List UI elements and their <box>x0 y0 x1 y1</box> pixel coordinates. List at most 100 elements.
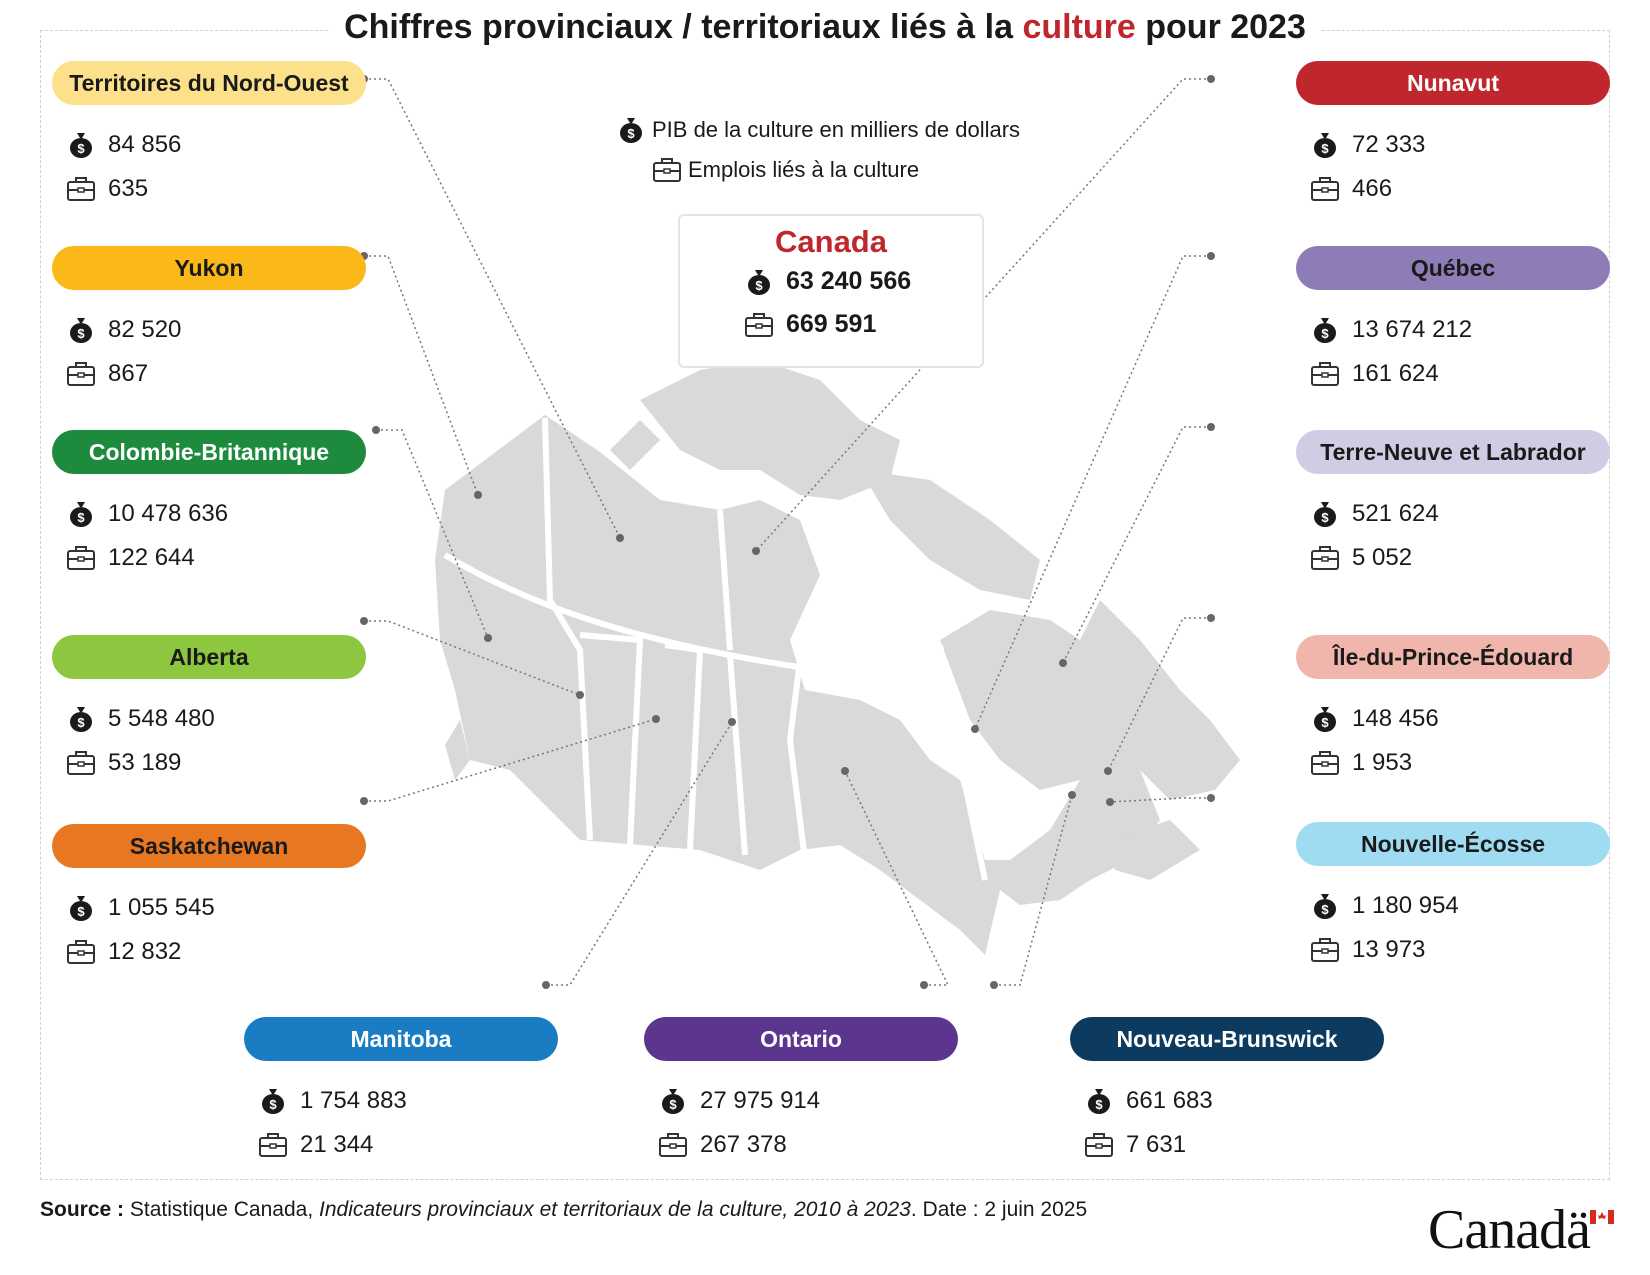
svg-text:$: $ <box>77 326 85 341</box>
leader-dot <box>990 981 998 989</box>
region-card-manitoba: Manitoba $1 754 883 21 344 <box>244 1017 558 1167</box>
legend-gdp: $ PIB de la culture en milliers de dolla… <box>600 112 1020 152</box>
region-jobs-value: 466 <box>1352 175 1393 202</box>
region-jobs-row: 122 644 <box>66 536 366 580</box>
leader-dot <box>728 718 736 726</box>
leader-dot <box>1207 614 1215 622</box>
briefcase-icon <box>1311 751 1339 775</box>
province-borders <box>443 417 988 881</box>
region-jobs-value: 867 <box>108 360 149 387</box>
leader-line <box>364 78 621 539</box>
source-date: . Date : 2 juin 2025 <box>910 1198 1088 1221</box>
region-jobs-value: 635 <box>108 175 149 202</box>
money-bag-icon: $ <box>662 1089 684 1114</box>
region-label: Nouvelle-Écosse <box>1296 822 1610 866</box>
region-card-colombie-britannique: Colombie-Britannique $10 478 636 122 644 <box>52 430 366 580</box>
region-gdp-row: $1 754 883 <box>258 1079 558 1123</box>
region-label: Saskatchewan <box>52 824 366 868</box>
region-gdp-value: 661 683 <box>1126 1087 1213 1114</box>
briefcase-icon <box>67 177 95 201</box>
money-bag-icon: $ <box>1088 1089 1110 1114</box>
leader-dot <box>1059 659 1067 667</box>
region-label: Alberta <box>52 635 366 679</box>
briefcase-icon <box>653 158 681 182</box>
page-title: Chiffres provinciaux / territoriaux liés… <box>0 8 1650 47</box>
briefcase-icon <box>259 1133 287 1157</box>
svg-text:$: $ <box>77 141 85 156</box>
svg-text:$: $ <box>1321 715 1329 730</box>
region-label: Nouveau-Brunswick <box>1070 1017 1384 1061</box>
legend-jobs-label: Emplois liés à la culture <box>688 157 920 182</box>
region-gdp-value: 84 856 <box>108 131 182 158</box>
leader-dot <box>652 715 660 723</box>
region-gdp-value: 1 180 954 <box>1352 892 1459 919</box>
money-bag-icon: $ <box>1314 502 1336 527</box>
region-gdp-value: 521 624 <box>1352 500 1439 527</box>
region-jobs-value: 122 644 <box>108 544 195 571</box>
svg-text:$: $ <box>77 715 85 730</box>
region-gdp-row: $82 520 <box>66 308 366 352</box>
region-gdp-row: $148 456 <box>1310 697 1610 741</box>
money-bag-icon: $ <box>1314 707 1336 732</box>
region-gdp-row: $1 055 545 <box>66 886 366 930</box>
region-label: Yukon <box>52 246 366 290</box>
money-bag-icon: $ <box>70 318 92 343</box>
title-suffix: pour 2023 <box>1135 8 1306 46</box>
region-label: Territoires du Nord-Ouest <box>52 61 366 105</box>
leader-dot <box>1104 767 1112 775</box>
leader-dot <box>1207 423 1215 431</box>
briefcase-icon <box>745 313 773 337</box>
leader-line <box>1109 797 1211 803</box>
leader-lines <box>364 78 1211 986</box>
legend: $ PIB de la culture en milliers de dolla… <box>600 112 1020 192</box>
region-gdp-row: $27 975 914 <box>658 1079 958 1123</box>
money-bag-icon: $ <box>1314 133 1336 158</box>
money-bag-icon: $ <box>1314 894 1336 919</box>
briefcase-icon <box>1085 1133 1113 1157</box>
svg-text:$: $ <box>1321 141 1329 156</box>
money-bag-icon: $ <box>70 896 92 921</box>
region-label: Québec <box>1296 246 1610 290</box>
leader-line <box>376 429 489 639</box>
region-jobs-row: 1 953 <box>1310 741 1610 785</box>
leader-dot <box>841 767 849 775</box>
region-label: Île-du-Prince-Édouard <box>1296 635 1610 679</box>
leader-dot <box>1068 791 1076 799</box>
region-gdp-value: 1 754 883 <box>300 1087 407 1114</box>
money-bag-icon: $ <box>70 502 92 527</box>
region-label: Terre-Neuve et Labrador <box>1296 430 1610 474</box>
region-gdp-row: $10 478 636 <box>66 492 366 536</box>
region-jobs-value: 1 953 <box>1352 749 1413 776</box>
leader-line <box>994 794 1073 986</box>
money-bag-icon: $ <box>1314 318 1336 343</box>
title-accent: culture <box>1022 8 1136 46</box>
source-label: Source : <box>40 1198 125 1221</box>
money-bag-icon: $ <box>748 270 770 295</box>
leader-dot <box>360 617 368 625</box>
briefcase-icon <box>67 546 95 570</box>
briefcase-icon <box>1311 546 1339 570</box>
canada-title: Canada <box>775 224 887 259</box>
region-jobs-value: 7 631 <box>1126 1131 1187 1158</box>
canada-flag-icon <box>1590 1210 1614 1224</box>
region-card-alberta: Alberta $5 548 480 53 189 <box>52 635 366 785</box>
canada-gdp-value: 63 240 566 <box>786 267 912 295</box>
region-jobs-row: 466 <box>1310 167 1610 211</box>
money-bag-icon: $ <box>262 1089 284 1114</box>
region-jobs-row: 867 <box>66 352 366 396</box>
briefcase-icon <box>659 1133 687 1157</box>
region-gdp-row: $1 180 954 <box>1310 884 1610 928</box>
region-gdp-value: 13 674 212 <box>1352 316 1473 343</box>
canada-jobs-value: 669 591 <box>786 310 877 338</box>
leader-dot <box>971 725 979 733</box>
briefcase-icon <box>1311 177 1339 201</box>
region-gdp-value: 5 548 480 <box>108 705 215 732</box>
leader-dot <box>920 981 928 989</box>
svg-text:$: $ <box>269 1097 277 1112</box>
region-jobs-value: 267 378 <box>700 1131 787 1158</box>
legend-gdp-label: PIB de la culture en milliers de dollars <box>652 117 1021 142</box>
region-jobs-row: 161 624 <box>1310 352 1610 396</box>
leader-dot <box>752 547 760 555</box>
svg-text:$: $ <box>77 904 85 919</box>
legend-jobs: Emplois liés à la culture <box>600 152 1020 192</box>
